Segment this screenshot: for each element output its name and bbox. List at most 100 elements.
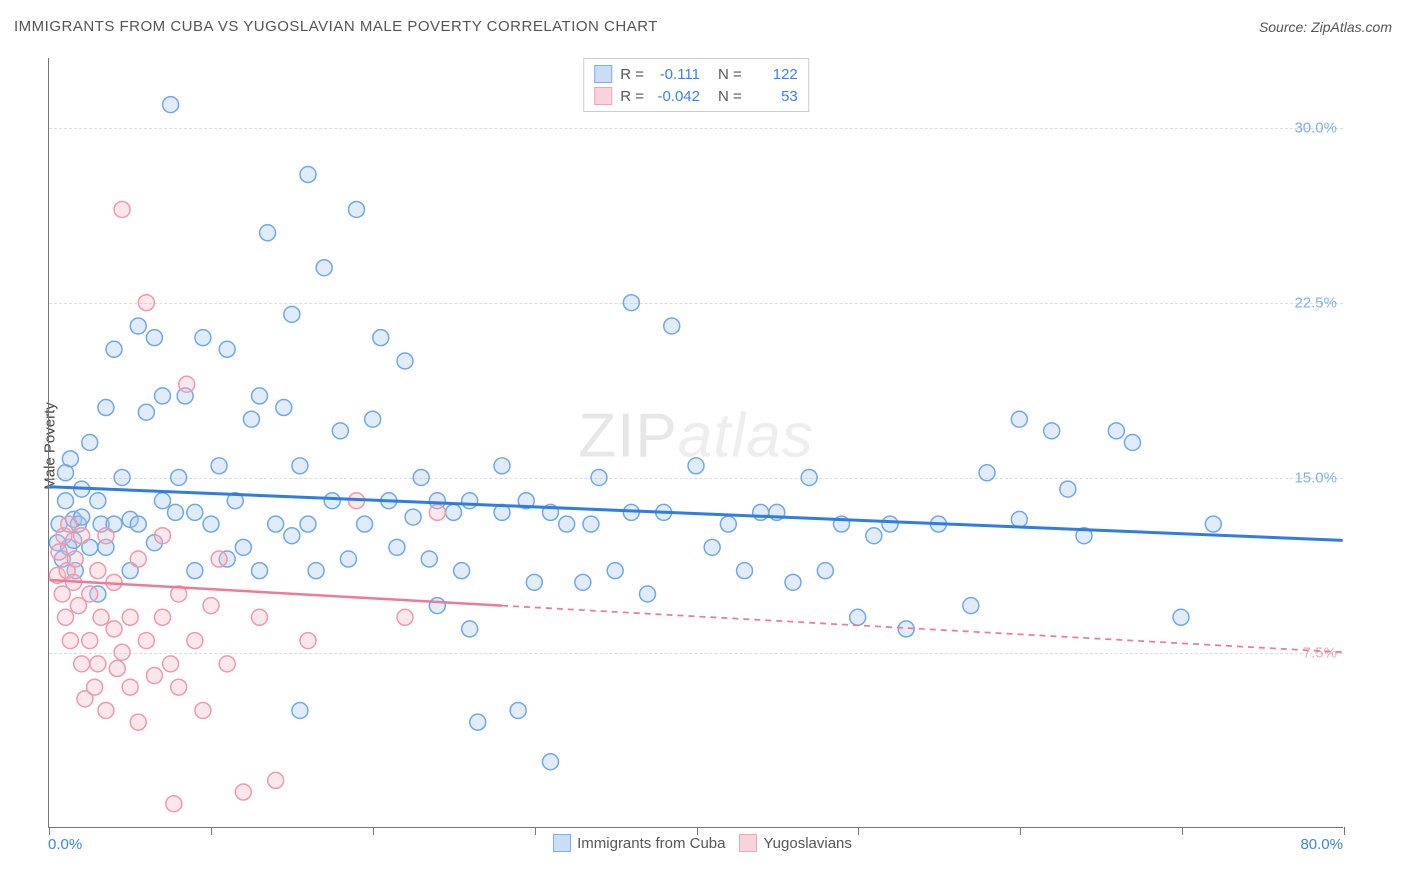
scatter-point — [90, 493, 106, 509]
scatter-point — [62, 633, 78, 649]
scatter-point — [1108, 423, 1124, 439]
legend-row: R =-0.042N =53 — [594, 85, 798, 107]
scatter-point — [155, 609, 171, 625]
scatter-point — [187, 563, 203, 579]
scatter-point — [559, 516, 575, 532]
header: IMMIGRANTS FROM CUBA VS YUGOSLAVIAN MALE… — [14, 18, 1392, 35]
scatter-point — [106, 621, 122, 637]
scatter-point — [979, 465, 995, 481]
chart-title: IMMIGRANTS FROM CUBA VS YUGOSLAVIAN MALE… — [14, 18, 658, 35]
scatter-point — [276, 400, 292, 416]
r-label: R = — [620, 66, 644, 83]
scatter-point — [195, 330, 211, 346]
scatter-point — [446, 504, 462, 520]
scatter-point — [332, 423, 348, 439]
scatter-point — [130, 318, 146, 334]
scatter-point — [114, 644, 130, 660]
scatter-point — [720, 516, 736, 532]
scatter-point — [640, 586, 656, 602]
scatter-point — [260, 225, 276, 241]
trend-line — [49, 580, 502, 606]
scatter-point — [292, 702, 308, 718]
legend-label: Immigrants from Cuba — [577, 835, 725, 852]
scatter-point — [155, 493, 171, 509]
scatter-point — [365, 411, 381, 427]
scatter-point — [187, 504, 203, 520]
scatter-point — [429, 504, 445, 520]
scatter-point — [98, 702, 114, 718]
scatter-point — [324, 493, 340, 509]
scatter-point — [61, 516, 77, 532]
scatter-point — [963, 598, 979, 614]
scatter-point — [62, 451, 78, 467]
legend-swatch — [553, 834, 571, 852]
scatter-point — [1011, 511, 1027, 527]
scatter-point — [284, 306, 300, 322]
trend-line — [49, 487, 1342, 541]
scatter-point — [373, 330, 389, 346]
scatter-point — [106, 341, 122, 357]
scatter-point — [357, 516, 373, 532]
scatter-point — [1205, 516, 1221, 532]
scatter-point — [591, 469, 607, 485]
scatter-point — [454, 563, 470, 579]
scatter-point — [421, 551, 437, 567]
scatter-point — [252, 388, 268, 404]
scatter-point — [389, 539, 405, 555]
scatter-point — [82, 435, 98, 451]
scatter-point — [316, 260, 332, 276]
scatter-point — [284, 528, 300, 544]
legend-swatch — [594, 65, 612, 83]
scatter-point — [90, 563, 106, 579]
scatter-point — [623, 295, 639, 311]
scatter-point — [1044, 423, 1060, 439]
scatter-point — [211, 458, 227, 474]
scatter-point — [167, 504, 183, 520]
scatter-point — [203, 598, 219, 614]
scatter-point — [146, 330, 162, 346]
scatter-point — [817, 563, 833, 579]
scatter-point — [429, 598, 445, 614]
scatter-point — [203, 516, 219, 532]
scatter-point — [526, 574, 542, 590]
scatter-point — [349, 201, 365, 217]
scatter-point — [74, 528, 90, 544]
scatter-point — [211, 551, 227, 567]
scatter-point — [268, 516, 284, 532]
scatter-point — [163, 656, 179, 672]
r-value: -0.042 — [652, 88, 700, 105]
scatter-point — [67, 551, 83, 567]
scatter-point — [138, 295, 154, 311]
scatter-point — [187, 633, 203, 649]
scatter-point — [413, 469, 429, 485]
scatter-point — [1011, 411, 1027, 427]
scatter-point — [146, 668, 162, 684]
scatter-point — [82, 633, 98, 649]
scatter-point — [114, 469, 130, 485]
scatter-point — [494, 458, 510, 474]
scatter-point — [122, 679, 138, 695]
scatter-point — [252, 563, 268, 579]
scatter-point — [138, 633, 154, 649]
series-legend: Immigrants from CubaYugoslavians — [48, 834, 1343, 852]
scatter-point — [753, 504, 769, 520]
scatter-point — [58, 609, 74, 625]
scatter-point — [155, 528, 171, 544]
correlation-legend: R =-0.111N =122R =-0.042N =53 — [583, 58, 809, 112]
scatter-point — [166, 796, 182, 812]
scatter-point — [1125, 435, 1141, 451]
n-label: N = — [718, 66, 742, 83]
scatter-point — [235, 784, 251, 800]
scatter-point — [664, 318, 680, 334]
scatter-point — [219, 656, 235, 672]
scatter-point — [785, 574, 801, 590]
scatter-point — [87, 679, 103, 695]
scatter-point — [470, 714, 486, 730]
scatter-point — [130, 714, 146, 730]
scatter-point — [130, 551, 146, 567]
scatter-point — [510, 702, 526, 718]
scatter-point — [801, 469, 817, 485]
scatter-point — [866, 528, 882, 544]
scatter-point — [704, 539, 720, 555]
scatter-point — [122, 609, 138, 625]
